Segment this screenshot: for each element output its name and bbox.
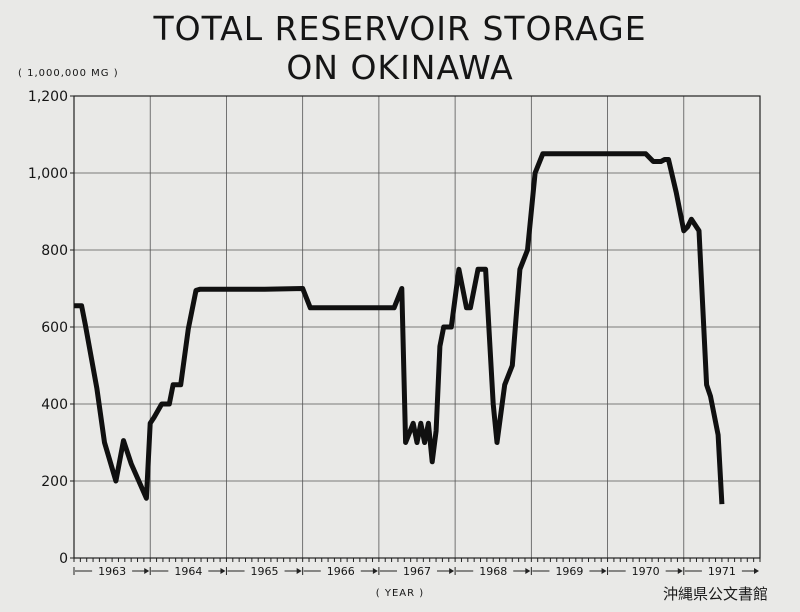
y-axis-ticks: 0 200 400 600 800 1,000 1,200 — [28, 89, 74, 567]
x-range-arrow — [372, 568, 378, 574]
y-tick-label: 1,000 — [28, 166, 68, 182]
x-category-label: 1970 — [632, 565, 660, 578]
x-range-arrow — [296, 568, 302, 574]
x-axis-label: ( YEAR ) — [376, 588, 424, 599]
x-category-label: 1971 — [708, 565, 736, 578]
x-category-label: 1967 — [403, 565, 431, 578]
y-tick-label: 0 — [59, 551, 68, 567]
x-range-arrow — [449, 568, 455, 574]
y-tick-label: 1,200 — [28, 89, 68, 105]
y-tick-label: 400 — [41, 397, 68, 413]
grid-lines — [74, 95, 760, 559]
chart-title-line-2: ON OKINAWA — [286, 48, 513, 87]
y-unit-label: ( 1,000,000 MG ) — [18, 68, 119, 79]
x-range-arrow — [754, 568, 759, 574]
archive-watermark: 沖縄県公文書館 — [663, 585, 768, 603]
y-tick-label: 600 — [41, 320, 68, 336]
x-axis: 1963 1964 1965 1966 1967 1968 1969 1970 1971 — [73, 558, 761, 578]
x-category-label: 1968 — [479, 565, 507, 578]
y-tick-label: 800 — [41, 243, 68, 259]
series-layer — [74, 151, 725, 505]
x-category-label: 1969 — [555, 565, 583, 578]
x-range-arrow — [144, 568, 150, 574]
chart-title-line-1: TOTAL RESERVOIR STORAGE — [152, 9, 646, 48]
x-range-arrow — [220, 568, 226, 574]
x-category-label: 1964 — [174, 565, 202, 578]
x-category-label: 1966 — [327, 565, 355, 578]
x-range-arrow — [601, 568, 607, 574]
x-category-label: 1965 — [251, 565, 279, 578]
x-category-label: 1963 — [98, 565, 126, 578]
x-range-arrow — [677, 568, 683, 574]
x-range-arrow — [525, 568, 531, 574]
storage-series-line — [74, 151, 725, 505]
y-tick-label: 200 — [41, 474, 68, 490]
